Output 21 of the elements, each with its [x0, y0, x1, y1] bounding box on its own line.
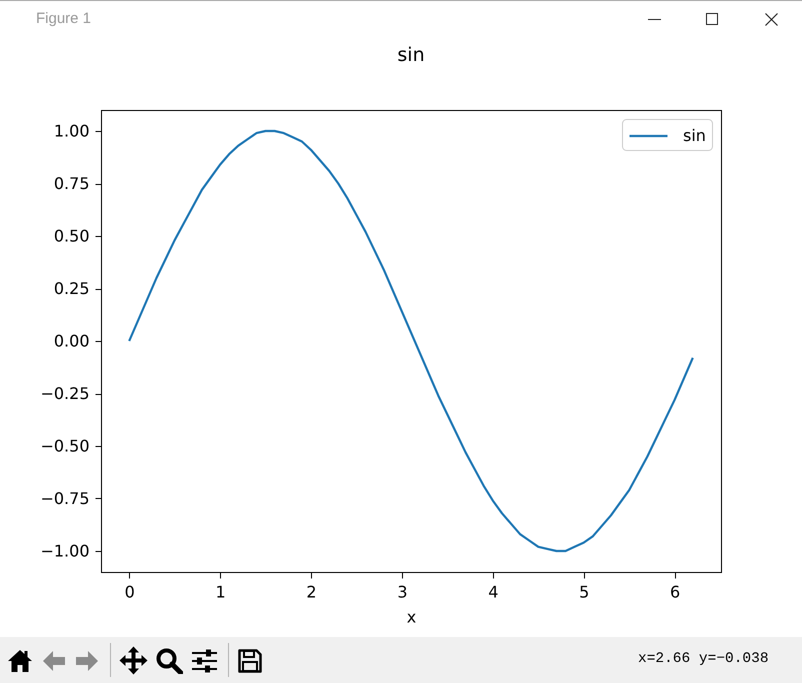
x-tick-label: 6	[670, 582, 680, 602]
y-tick-label: 0.50	[54, 226, 90, 246]
y-tick-label: 1.00	[54, 122, 90, 140]
y-tick-label: −0.50	[40, 436, 90, 456]
x-tick-label: 0	[124, 582, 135, 602]
y-tick-label: 0.75	[54, 174, 90, 193]
y-tick-label: −0.25	[40, 384, 90, 403]
x-tick-label: 5	[579, 582, 590, 602]
y-tick-label: 0.00	[54, 332, 90, 350]
y-tick-label: −0.75	[40, 489, 90, 508]
y-tick-label: −1.00	[40, 542, 90, 560]
x-tick-label: 1	[215, 582, 226, 602]
x-tick-label: 4	[488, 582, 498, 602]
text: x=2.66 y=−0.038	[638, 651, 769, 667]
chart-title: sin	[397, 44, 425, 66]
x-tick-label: 2	[306, 582, 317, 602]
caption: Figure 1	[36, 10, 92, 27]
legend-label: sin	[683, 126, 706, 145]
y-tick-label: 0.25	[54, 279, 90, 298]
x-tick-label: 3	[397, 582, 408, 602]
x-axis-title: x	[406, 608, 416, 626]
